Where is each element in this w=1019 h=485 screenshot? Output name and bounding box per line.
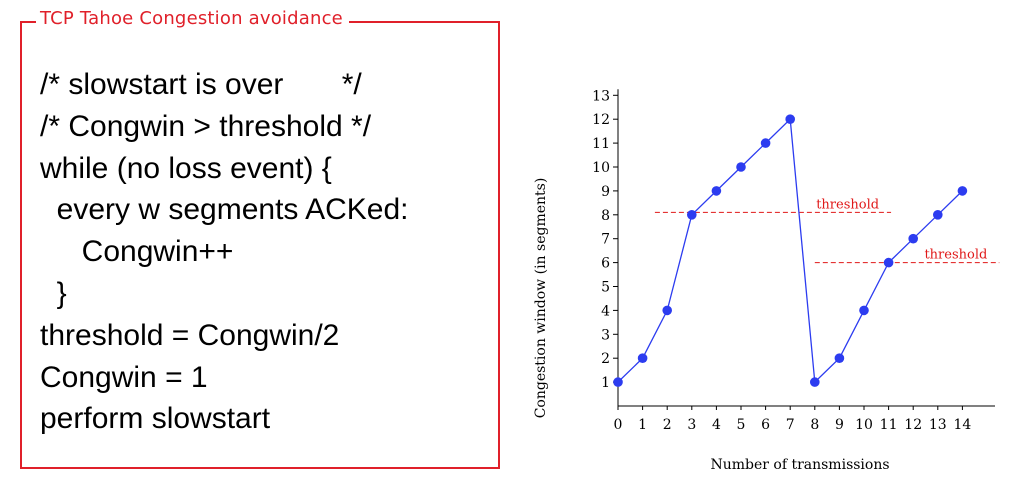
- x-tick-label: 0: [614, 417, 623, 433]
- x-tick-label: 11: [880, 417, 898, 433]
- y-tick-label: 10: [592, 160, 610, 176]
- code-line-5: Congwin++: [40, 235, 234, 269]
- data-point: [687, 210, 697, 220]
- x-tick-label: 8: [810, 417, 819, 433]
- y-axis-label: Congestion window (in segments): [533, 178, 549, 419]
- y-tick-label: 11: [592, 136, 610, 152]
- pseudocode-block: /* slowstart is over */ /* Congwin > thre…: [40, 64, 409, 440]
- data-point: [760, 138, 771, 148]
- y-tick-label: 9: [601, 184, 610, 200]
- threshold-label: threshold: [924, 248, 987, 263]
- y-tick-label: 1: [601, 375, 610, 391]
- data-point: [834, 353, 845, 364]
- data-point: [957, 186, 968, 196]
- data-point: [613, 377, 623, 387]
- code-line-2: /* Congwin > threshold */: [40, 109, 372, 143]
- y-tick-label: 3: [601, 327, 610, 343]
- code-line-1: /* slowstart is over */: [40, 68, 362, 101]
- x-tick-label: 7: [786, 417, 795, 433]
- x-tick-label: 14: [953, 417, 971, 433]
- data-point: [736, 162, 746, 172]
- code-line-6: }: [40, 276, 67, 310]
- series-line: [617, 117, 963, 384]
- data-point: [711, 186, 722, 196]
- data-point: [908, 233, 918, 244]
- code-line-7: threshold = Congwin/2: [40, 318, 340, 352]
- y-tick-label: 6: [601, 256, 610, 272]
- x-tick-label: 3: [687, 417, 696, 433]
- data-point: [662, 305, 672, 316]
- y-tick-label: 5: [601, 280, 610, 296]
- x-axis-label: Number of transmissions: [710, 457, 889, 473]
- data-point: [785, 114, 795, 124]
- x-tick-label: 12: [904, 417, 922, 433]
- data-point: [883, 257, 894, 268]
- x-tick-label: 1: [638, 417, 647, 433]
- x-tick-label: 9: [835, 417, 844, 433]
- code-line-8: Congwin = 1: [40, 360, 208, 394]
- x-tick-label: 13: [929, 417, 947, 433]
- x-axis-ticks: 0 1 2 3 4 5 6 7 8 9 10 11 12 13 14: [614, 406, 971, 433]
- code-line-9: perform slowstart: [40, 402, 271, 436]
- threshold-label: threshold: [816, 197, 879, 212]
- y-tick-label: 13: [592, 88, 610, 104]
- threshold-lines: threshold threshold: [654, 197, 1000, 264]
- y-tick-label: 8: [601, 208, 610, 224]
- data-point: [859, 305, 869, 316]
- code-line-3: while (no loss event) {: [40, 151, 332, 185]
- data-point: [637, 353, 648, 364]
- y-tick-label: 2: [601, 351, 610, 367]
- x-tick-label: 10: [855, 417, 873, 433]
- x-tick-label: 6: [761, 417, 770, 433]
- code-line-4: every w segments ACKed:: [40, 193, 409, 227]
- x-tick-label: 2: [663, 417, 672, 433]
- data-point: [810, 377, 820, 387]
- data-series: [613, 114, 968, 387]
- y-tick-label: 12: [592, 112, 610, 128]
- panel-title: TCP Tahoe Congestion avoidance: [36, 7, 349, 31]
- x-tick-label: 5: [737, 417, 746, 433]
- chart-axes: [617, 89, 995, 407]
- x-tick-label: 4: [712, 417, 721, 433]
- y-tick-label: 7: [601, 232, 610, 248]
- y-tick-label: 4: [601, 303, 610, 319]
- data-point: [933, 210, 943, 220]
